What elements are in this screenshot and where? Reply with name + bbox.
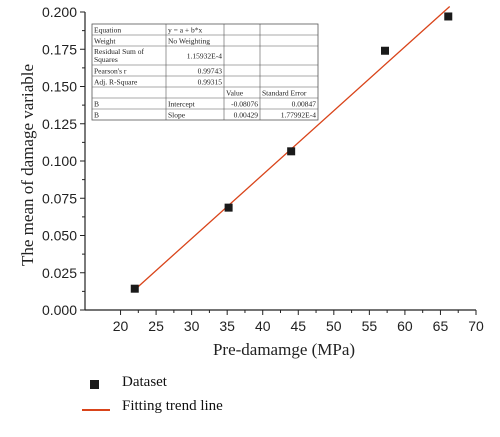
fit-table-cell: B xyxy=(94,100,99,109)
axis-ticks: 20 25 30 35 40 45 50 55 60 65 70 0.000 0.025 0.050 0.0… xyxy=(42,4,484,334)
dataset-points xyxy=(130,12,453,293)
fit-table: Equation y = a + b*x Weight No Weighting Res… xyxy=(91,23,319,121)
x-axis-title: Pre-damamge (MPa) xyxy=(213,340,355,359)
fit-table-cell: 0.00847 xyxy=(292,100,317,109)
fit-table-cell: 0.99743 xyxy=(198,67,223,76)
fit-table-cell: No Weighting xyxy=(168,37,210,46)
fit-table-cell: Value xyxy=(226,89,244,98)
data-point xyxy=(381,46,390,55)
data-point xyxy=(130,284,139,293)
square-marker-icon xyxy=(90,380,99,389)
fit-table-cell: y = a + b*x xyxy=(168,26,203,35)
fit-table-cell: Adj. R-Square xyxy=(94,78,138,87)
y-tick-label: 0.175 xyxy=(42,41,77,57)
y-tick-label: 0.125 xyxy=(42,116,77,132)
y-tick-label: 0.150 xyxy=(42,79,77,95)
fit-table-cell: -0.08076 xyxy=(231,100,258,109)
x-tick-label: 50 xyxy=(326,318,342,334)
fit-table-cell: Standard Error xyxy=(262,89,307,98)
x-tick-label: 20 xyxy=(113,318,129,334)
fit-table-cell: Pearson's r xyxy=(94,67,127,76)
legend-label-dataset: Dataset xyxy=(122,374,167,390)
fit-table-cell: 0.00429 xyxy=(234,111,259,120)
fit-table-cell: 0.99315 xyxy=(198,78,223,87)
fit-table-frame xyxy=(91,23,319,121)
x-tick-label: 60 xyxy=(397,318,413,334)
fit-table-cell: Intercept xyxy=(168,100,196,109)
fit-table-cell: Residual Sum of xyxy=(94,47,145,56)
x-tick-label: 65 xyxy=(433,318,449,334)
fit-table-cell: Squares xyxy=(94,55,118,64)
x-tick-label: 70 xyxy=(468,318,484,334)
fit-table-cell: Slope xyxy=(168,111,186,120)
x-tick-label: 55 xyxy=(362,318,378,334)
y-tick-label: 0.200 xyxy=(42,4,77,20)
x-tick-label: 30 xyxy=(184,318,200,334)
y-tick-label: 0.100 xyxy=(42,153,77,169)
x-tick-label: 40 xyxy=(255,318,271,334)
fit-table-cell: Weight xyxy=(94,37,116,46)
fit-table-cell: Equation xyxy=(94,26,121,35)
y-tick-label: 0.025 xyxy=(42,265,77,281)
fit-table-cell: 1.77992E-4 xyxy=(281,111,316,120)
data-point xyxy=(287,147,296,156)
line-marker-icon xyxy=(82,409,110,411)
legend-label-fitting-trend-line: Fitting trend line xyxy=(122,398,223,414)
x-tick-label: 45 xyxy=(290,318,306,334)
y-tick-label: 0.000 xyxy=(42,302,77,318)
y-tick-label: 0.075 xyxy=(42,190,77,206)
x-tick-label: 35 xyxy=(219,318,235,334)
data-point xyxy=(444,12,453,21)
fit-table-cell: B xyxy=(94,111,99,120)
fit-table-cell: 1.15932E-4 xyxy=(187,52,222,61)
y-axis-title: The mean of damage variable xyxy=(18,64,37,266)
y-tick-label: 0.050 xyxy=(42,228,77,244)
x-tick-label: 25 xyxy=(148,318,164,334)
data-point xyxy=(224,203,233,212)
